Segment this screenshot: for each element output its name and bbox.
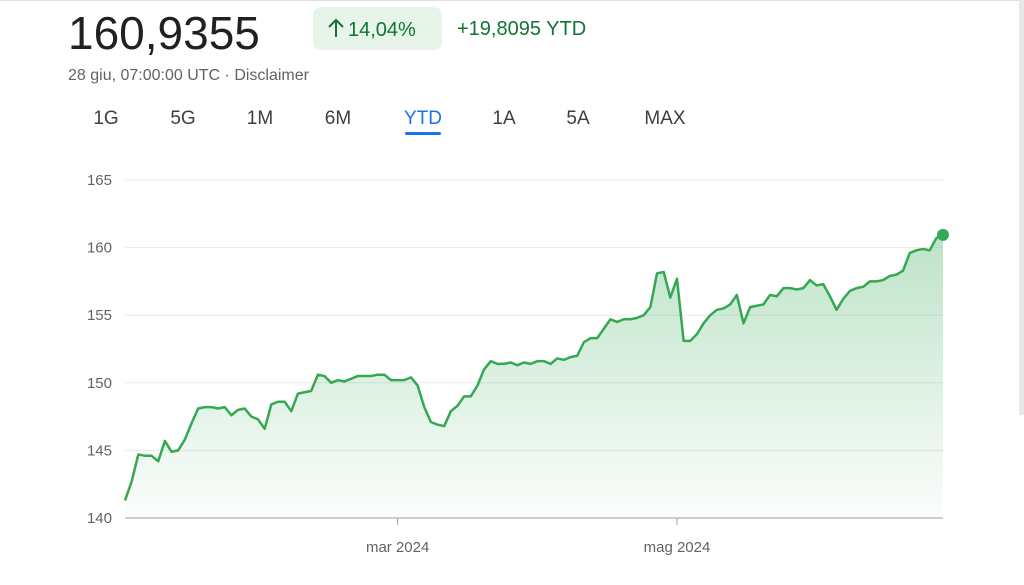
tab[interactable]: 1M [247, 108, 273, 129]
timestamp: 28 giu, 07:00:00 UTC · Disclaimer [68, 67, 310, 84]
line [123, 233, 944, 501]
y-tick-label: 165 [87, 172, 112, 189]
y-tick-label: 145 [87, 442, 112, 459]
tab[interactable]: MAX [644, 108, 686, 129]
change-percent: 14,04% [348, 19, 416, 41]
tabs: 1G 5G 1M 6M YTD 1A 5A MAX [93, 108, 686, 135]
change-badge [313, 7, 442, 50]
tab[interactable]: 1A [492, 108, 516, 129]
x-tick-label: mar 2024 [366, 539, 429, 556]
scrollbar [1019, 0, 1024, 415]
tab-underline [405, 132, 441, 135]
up-arrow [328, 18, 344, 37]
change-value: +19,8095 YTD [457, 18, 586, 40]
tab[interactable]: 5G [170, 108, 195, 129]
tab[interactable]: 5A [566, 108, 590, 129]
area [125, 234, 943, 518]
y-tick-label: 160 [87, 240, 112, 257]
tab[interactable]: 1G [93, 108, 118, 129]
y-tick-label: 155 [87, 307, 112, 324]
last-point [937, 228, 949, 241]
price: 160,9355 [68, 7, 260, 59]
tab[interactable]: YTD [404, 108, 442, 129]
plot: 140 145 150 155 160 165 mar 2024 mag 2024 [87, 172, 949, 556]
x-tick-label: mag 2024 [644, 539, 711, 556]
y-tick-label: 150 [87, 375, 112, 392]
y-tick-label: 140 [87, 510, 112, 527]
tab[interactable]: 6M [325, 108, 351, 129]
